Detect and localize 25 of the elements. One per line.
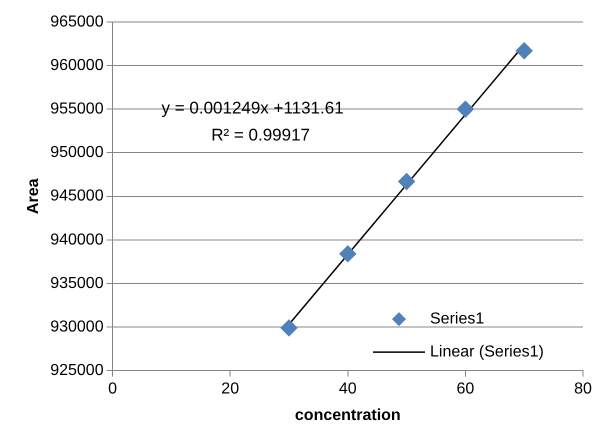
x-tick-label: 80 <box>574 380 592 398</box>
y-axis-title: Area <box>25 178 42 214</box>
point <box>516 42 533 60</box>
y-tick-label: 965000 <box>50 13 104 30</box>
point <box>339 245 356 262</box>
y-tick-label: 960000 <box>50 56 104 74</box>
y-tick-label: 930000 <box>50 318 104 336</box>
annotation: y = 0.001249x +1131.61 <box>162 98 344 118</box>
x-tick-label: 60 <box>456 380 474 398</box>
x-tick-label: 0 <box>108 380 118 398</box>
point <box>456 100 474 118</box>
legend-label: Linear (Series1) <box>430 344 544 361</box>
y-tick-label: 955000 <box>50 100 104 118</box>
y-tick-label: 950000 <box>50 144 104 162</box>
x-tick-label: 20 <box>221 380 240 398</box>
annotation: R² = 0.99917 <box>211 126 310 145</box>
y-tick-label: 945000 <box>50 188 104 205</box>
y-tick-label: 935000 <box>50 274 104 292</box>
x-axis-title: concentration <box>294 406 401 424</box>
point <box>280 319 298 336</box>
y-tick-label: 925000 <box>50 362 104 380</box>
x-tick-label: 40 <box>338 380 357 398</box>
legend-label: Series1 <box>430 310 484 328</box>
y-tick-label: 940000 <box>50 231 104 248</box>
point <box>398 172 416 190</box>
